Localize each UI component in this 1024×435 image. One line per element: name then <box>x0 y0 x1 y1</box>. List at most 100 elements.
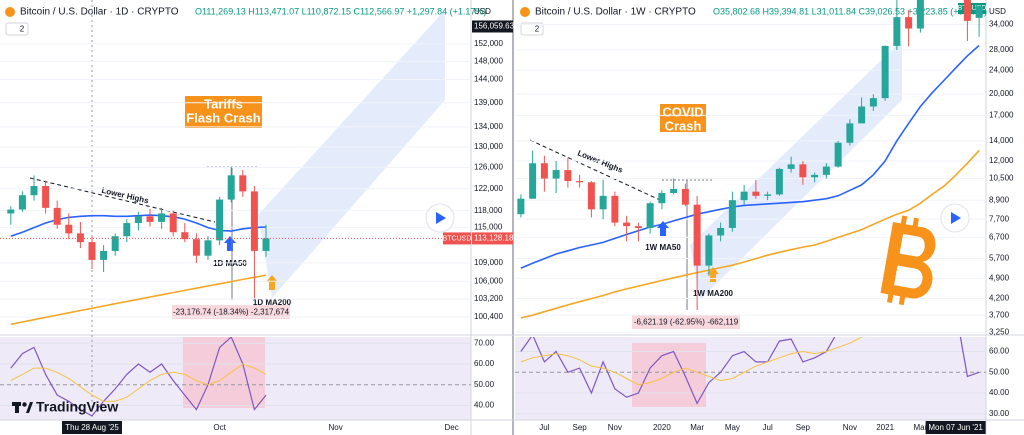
rsi-tick-label: 30.00 <box>989 409 1010 418</box>
play-button[interactable] <box>940 203 970 233</box>
y-tick-label: 12,000 <box>989 156 1014 165</box>
x-tick-label: Dec <box>444 423 458 432</box>
rsi-line <box>520 337 980 405</box>
candle-body <box>169 213 177 233</box>
callout-text: Crash <box>665 118 702 133</box>
candle-body <box>576 181 584 183</box>
candle-body <box>916 0 924 29</box>
ohlc-values: O35,802.68 H39,394.81 L31,011.84 C39,026… <box>713 6 987 16</box>
candle-body <box>858 106 866 124</box>
y-tick-label: 28,000 <box>989 45 1014 54</box>
rsi-line <box>10 363 267 402</box>
y-tick-label: 148,000 <box>474 57 503 66</box>
y-tick-label: 6,700 <box>989 232 1010 241</box>
indicator-count: 2 <box>20 25 25 34</box>
price-pane <box>515 0 986 333</box>
candle-body <box>799 164 807 178</box>
tradingview-logo: TradingView <box>12 399 118 415</box>
x-tick-label: Nov <box>608 423 622 432</box>
y-tick-label: 103,200 <box>474 294 503 303</box>
rsi-tick-label: 40.00 <box>989 388 1010 397</box>
candle-body <box>18 195 26 210</box>
candle-body <box>752 191 760 196</box>
candle-body <box>540 163 548 179</box>
x-tick-label: Nov <box>843 423 857 432</box>
moving-average <box>520 44 980 269</box>
y-tick-label: 3,250 <box>989 327 1010 336</box>
candle-body <box>905 17 913 29</box>
rsi-tick-label: 50.00 <box>474 380 495 389</box>
candle-body <box>775 168 783 195</box>
y-tick-label: 106,000 <box>474 276 503 285</box>
indicator-toggle[interactable] <box>520 22 544 36</box>
candle-body <box>227 175 235 200</box>
y-tick-label: 24,000 <box>989 65 1014 74</box>
x-tick-label: Mar <box>690 423 704 432</box>
brand-name: TradingView <box>36 399 118 415</box>
y-tick-label: 118,000 <box>474 206 503 215</box>
moving-average <box>10 274 267 326</box>
measure-text: -23,176.74 (-18.34%) -2,317,674 <box>173 308 290 317</box>
y-tick-label: 8,900 <box>989 195 1010 204</box>
x-tick-label: 2021 <box>876 423 894 432</box>
ma-arrow <box>224 236 236 251</box>
currency-label: USD <box>989 7 1006 16</box>
play-button[interactable] <box>425 203 455 233</box>
rsi-line <box>10 337 267 417</box>
candle-body <box>764 194 772 196</box>
rsi-tick-label: 60.00 <box>989 347 1010 356</box>
symbol-icon <box>5 7 15 17</box>
rsi-tick-label: 40.00 <box>474 401 495 410</box>
symbol-tag-bg <box>958 3 986 14</box>
y-tick-label: 126,000 <box>474 163 503 172</box>
candle-body <box>239 175 247 192</box>
trend-line <box>529 139 661 201</box>
candle-body <box>123 223 131 237</box>
y-tick-label: 34,000 <box>989 20 1014 29</box>
x-tick-label: Sep <box>796 423 811 432</box>
candle-body <box>587 182 595 210</box>
last-price-label: 113,128.18 <box>474 234 514 243</box>
candle-body <box>158 213 166 222</box>
y-tick-label: 152,000 <box>474 39 503 48</box>
y-tick-label: 14,000 <box>989 136 1014 145</box>
y-tick-label: 115,000 <box>474 223 503 232</box>
candle-body <box>693 204 701 266</box>
y-tick-label: 20,000 <box>989 89 1014 98</box>
ma-label: 1D MA50 <box>213 259 247 268</box>
x-tick-label: Mar <box>913 423 927 432</box>
candle-body <box>146 216 154 222</box>
symbol-icon <box>520 7 530 17</box>
ma-arrow <box>266 275 278 290</box>
x-tick-label: 2020 <box>653 423 671 432</box>
candle-body <box>250 191 258 251</box>
candle-body <box>728 200 736 228</box>
x-tick-label: Oct <box>213 423 226 432</box>
y-tick-label: 4,900 <box>989 273 1010 282</box>
candle-body <box>740 191 748 201</box>
ohlc-values: O111,269.13 H113,471.07 L110,872.15 C112… <box>195 6 486 16</box>
bitcoin-logo <box>880 215 936 306</box>
projection-channel <box>690 40 902 300</box>
y-tick-label: 100,400 <box>474 312 503 321</box>
chart-title: Bitcoin / U.S. Dollar · 1D · CRYPTO <box>20 7 179 18</box>
y-tick-label: 122,000 <box>474 184 503 193</box>
projection-channel <box>258 10 445 298</box>
candle-body <box>134 216 142 224</box>
moving-average <box>520 150 980 319</box>
candle-body <box>846 123 854 143</box>
chart-panel: Bitcoin / U.S. Dollar · 1W · CRYPTO O35,8… <box>520 3 1014 434</box>
candle-body <box>517 198 525 215</box>
x-tick-label: May <box>725 423 740 432</box>
y-tick-label: 10,500 <box>989 174 1014 183</box>
rsi-line <box>520 337 980 386</box>
candle-body <box>611 195 619 223</box>
candle-body <box>7 209 15 214</box>
last-price-bg <box>472 232 513 245</box>
indicator-toggle[interactable] <box>5 22 29 36</box>
y-tick-label: 144,000 <box>474 75 503 84</box>
candle-body <box>564 170 572 182</box>
top-price-label: 156,059.63 <box>474 22 515 31</box>
candle-body <box>181 232 189 240</box>
